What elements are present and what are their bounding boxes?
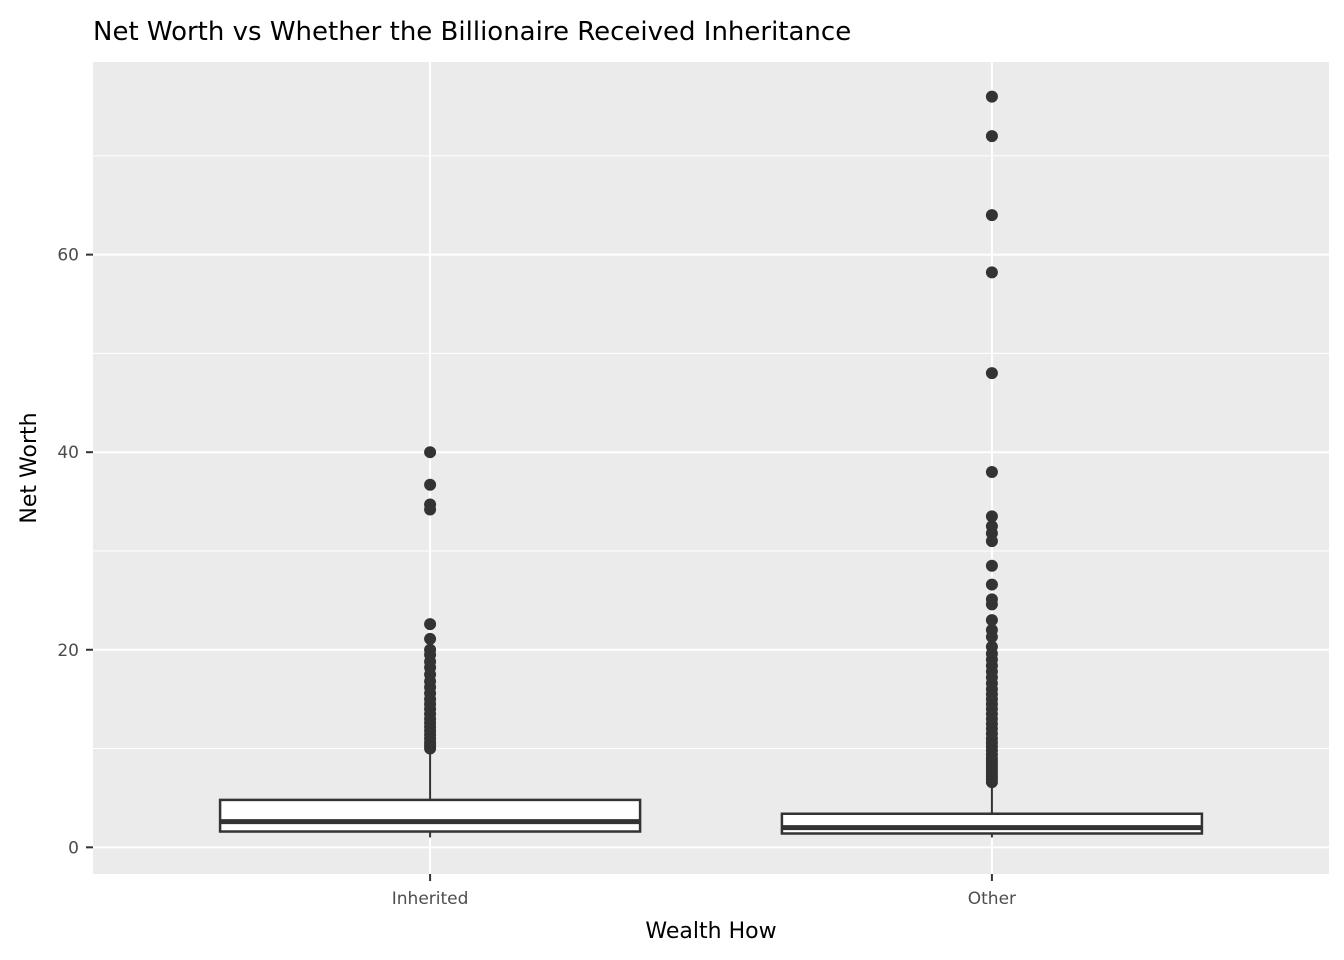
box-layer: [218, 751, 1204, 838]
box-body: [218, 798, 642, 833]
outlier-point: [424, 446, 437, 459]
outlier-point: [424, 632, 437, 645]
x-tick-label: Other: [968, 889, 1016, 909]
y-tick-label: 20: [57, 641, 79, 661]
chart-title: Net Worth vs Whether the Billionaire Rec…: [93, 17, 851, 47]
outlier-point: [985, 578, 998, 591]
y-axis-title: Net Worth: [17, 412, 42, 523]
outlier-point: [985, 90, 998, 103]
outlier-point: [424, 643, 437, 656]
outlier-point: [985, 614, 998, 627]
outlier-points: [424, 90, 998, 789]
outlier-point: [985, 367, 998, 380]
outlier-point: [424, 498, 437, 511]
x-axis: Inherited Other: [392, 874, 1016, 909]
outlier-point: [985, 209, 998, 222]
outlier-point: [985, 624, 998, 637]
outlier-point: [985, 130, 998, 143]
box-body: [780, 812, 1204, 835]
y-axis: 0 20 40 60: [57, 246, 93, 858]
plot-panel: [93, 62, 1329, 874]
y-tick-label: 0: [68, 838, 79, 858]
outlier-point: [985, 559, 998, 572]
minor-gridlines: [93, 155, 1329, 750]
outlier-point: [985, 266, 998, 279]
outlier-point: [985, 640, 998, 653]
outlier-point: [985, 593, 998, 606]
box-inherited: [218, 751, 642, 838]
y-tick-label: 60: [57, 246, 79, 266]
outlier-point: [985, 465, 998, 478]
outlier-point: [424, 478, 437, 491]
outlier-point: [985, 510, 998, 523]
box-other: [780, 784, 1204, 838]
x-axis-title: Wealth How: [645, 919, 776, 944]
x-tick-label: Inherited: [392, 889, 469, 909]
y-tick-label: 40: [57, 443, 79, 463]
outlier-point: [424, 618, 437, 631]
outlier-point: [985, 520, 998, 533]
